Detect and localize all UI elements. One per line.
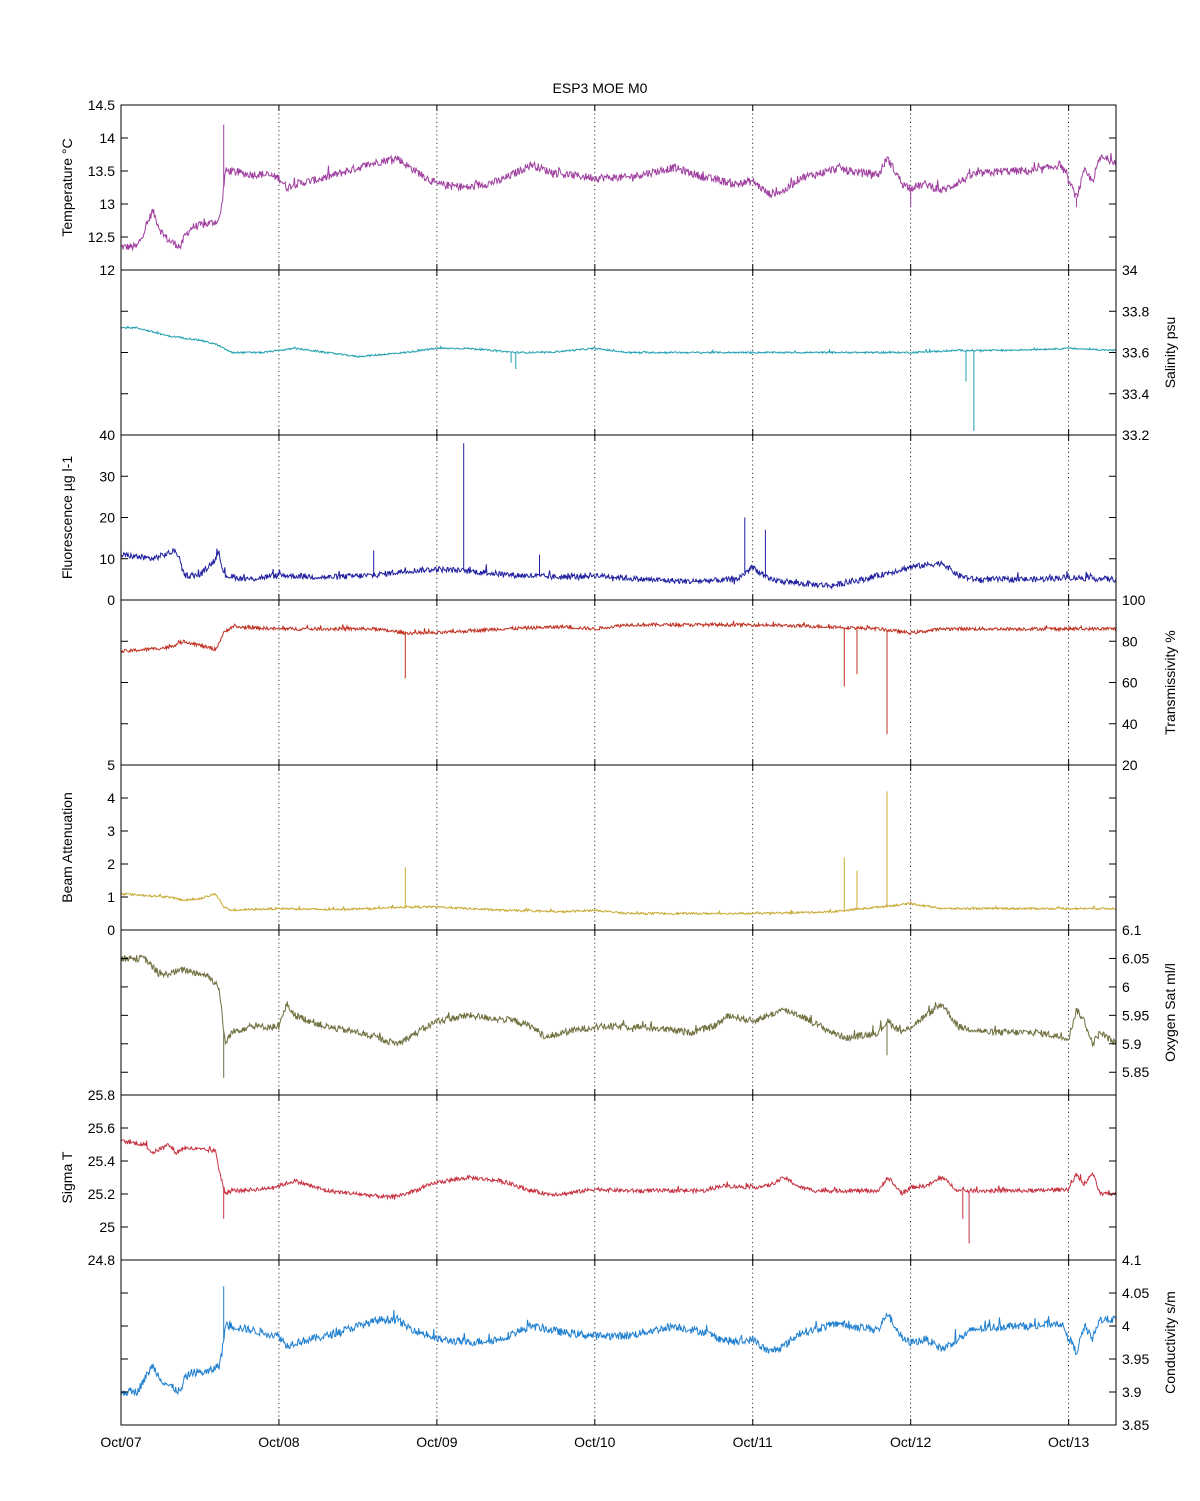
y-tick-label: 33.8 — [1122, 303, 1149, 319]
y-tick-label: 4.05 — [1122, 1285, 1149, 1301]
y-tick-label: 25.4 — [88, 1153, 115, 1169]
y-tick-label: 4 — [107, 790, 115, 806]
y-axis-label: Temperature °C — [59, 138, 75, 236]
series-line-6 — [120, 954, 1117, 1078]
y-tick-label: 80 — [1122, 633, 1138, 649]
y-tick-label: 6.1 — [1122, 922, 1142, 938]
y-tick-label: 5 — [107, 757, 115, 773]
x-tick-label: Oct/10 — [574, 1434, 615, 1450]
y-axis-label: Oxygen Sat ml/l — [1162, 963, 1178, 1062]
y-tick-label: 2 — [107, 856, 115, 872]
panel-7: 24.8 25 25.2 25.4 25.6 25.8 Sigma T — [59, 1087, 1117, 1268]
panel-frame — [120, 764, 1117, 931]
y-tick-label: 13.5 — [88, 163, 115, 179]
chart-title: ESP3 MOE M0 — [553, 80, 648, 96]
y-tick-label: 34 — [1122, 262, 1138, 278]
panel-3: 0 10 20 30 40 Fluorescence µg l-1 — [59, 427, 1117, 608]
y-tick-label: 14 — [99, 130, 115, 146]
y-tick-label: 0 — [107, 922, 115, 938]
y-tick-label: 24.8 — [88, 1252, 115, 1268]
y-axis-label: Salinity psu — [1162, 317, 1178, 389]
y-tick-label: 3.85 — [1122, 1417, 1149, 1433]
y-tick-label: 20 — [1122, 757, 1138, 773]
series-line-3 — [120, 443, 1117, 590]
y-tick-label: 25.8 — [88, 1087, 115, 1103]
series-line-5 — [120, 791, 1117, 917]
y-tick-label: 5.85 — [1122, 1064, 1149, 1080]
x-tick-label: Oct/09 — [416, 1434, 457, 1450]
y-tick-label: 3.95 — [1122, 1351, 1149, 1367]
y-tick-label: 4 — [1122, 1318, 1130, 1334]
y-tick-label: 33.6 — [1122, 345, 1149, 361]
y-tick-label: 12 — [99, 262, 115, 278]
x-tick-label: Oct/08 — [258, 1434, 299, 1450]
x-tick-label: Oct/12 — [890, 1434, 931, 1450]
panel-8: 3.85 3.9 3.95 4 4.05 4.1 Conductivity s/m — [120, 1252, 1178, 1433]
y-tick-label: 4.1 — [1122, 1252, 1142, 1268]
series-line-1 — [120, 124, 1117, 252]
y-axis-label: Transmissivity % — [1162, 630, 1178, 735]
y-tick-label: 14.5 — [88, 97, 115, 113]
x-tick-label: Oct/11 — [733, 1434, 773, 1450]
y-tick-label: 60 — [1122, 675, 1138, 691]
y-tick-label: 33.4 — [1122, 386, 1149, 402]
series-line-2 — [120, 325, 1117, 431]
panel-frame — [120, 104, 1117, 271]
y-tick-label: 25 — [99, 1219, 115, 1235]
y-tick-label: 3.9 — [1122, 1384, 1142, 1400]
y-axis-label: Sigma T — [59, 1151, 75, 1203]
x-tick-label: Oct/13 — [1048, 1434, 1089, 1450]
y-tick-label: 25.2 — [88, 1186, 115, 1202]
y-axis-label: Conductivity s/m — [1162, 1291, 1178, 1394]
panel-frame — [120, 929, 1117, 1096]
y-tick-label: 6.05 — [1122, 950, 1149, 966]
panel-2: 33.2 33.4 33.6 33.8 34 Salinity psu — [120, 262, 1178, 443]
y-tick-label: 20 — [99, 510, 115, 526]
y-tick-label: 10 — [99, 551, 115, 567]
series-line-8 — [120, 1286, 1117, 1397]
panel-frame — [120, 1094, 1117, 1261]
y-tick-label: 13 — [99, 196, 115, 212]
y-tick-label: 30 — [99, 468, 115, 484]
y-tick-label: 3 — [107, 823, 115, 839]
y-tick-label: 25.6 — [88, 1120, 115, 1136]
panel-4: 20 40 60 80 100 Transmissivity % — [120, 592, 1178, 773]
y-tick-label: 5.95 — [1122, 1007, 1149, 1023]
y-tick-label: 0 — [107, 592, 115, 608]
panel-frame — [120, 269, 1117, 436]
y-tick-label: 33.2 — [1122, 427, 1149, 443]
panel-1: 12 12.5 13 13.5 14 14.5 Temperature °C — [59, 97, 1117, 278]
panel-6: 5.85 5.9 5.95 6 6.05 6.1 Oxygen Sat ml/l — [120, 922, 1178, 1096]
y-tick-label: 12.5 — [88, 229, 115, 245]
panel-5: 0 1 2 3 4 5 Beam Attenuation — [59, 757, 1117, 938]
y-axis-label: Fluorescence µg l-1 — [59, 456, 75, 579]
y-tick-label: 40 — [99, 427, 115, 443]
x-tick-label: Oct/07 — [100, 1434, 141, 1450]
y-tick-label: 6 — [1122, 979, 1130, 995]
panel-frame — [120, 1259, 1117, 1426]
y-tick-label: 40 — [1122, 716, 1138, 732]
y-tick-label: 5.9 — [1122, 1036, 1142, 1052]
y-tick-label: 100 — [1122, 592, 1146, 608]
y-tick-label: 1 — [107, 889, 115, 905]
series-line-4 — [120, 620, 1117, 735]
y-axis-label: Beam Attenuation — [59, 792, 75, 903]
series-line-7 — [120, 1139, 1117, 1244]
